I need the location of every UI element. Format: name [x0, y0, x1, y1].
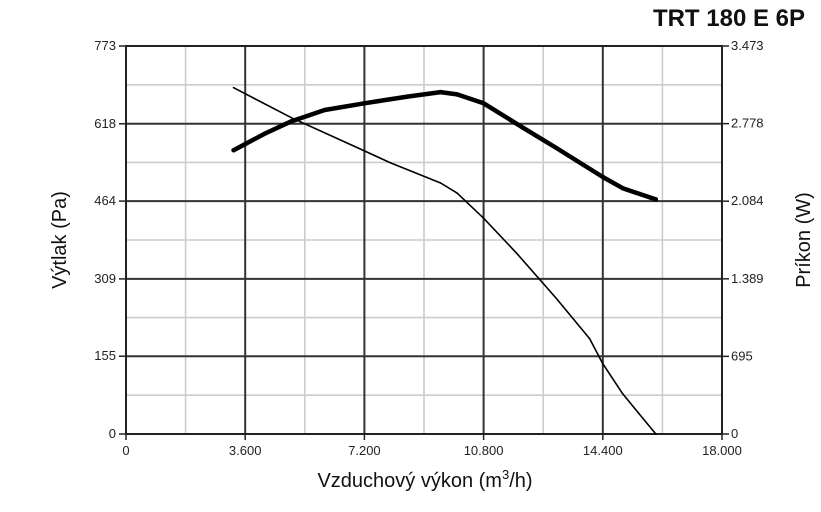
power-curve-point — [621, 186, 625, 190]
pressure-curve-point — [638, 413, 640, 415]
series-layer — [231, 87, 658, 435]
x-tick-label: 18.000 — [702, 443, 742, 458]
power-curve-point — [362, 101, 366, 105]
pressure-curve-point — [357, 147, 359, 149]
power-curve-point — [601, 175, 605, 179]
pressure-curve-point — [440, 182, 442, 184]
pressure-curve-point — [233, 87, 235, 89]
x-axis-label-sup: 3 — [502, 467, 509, 482]
power-curve-point — [455, 92, 459, 96]
x-axis-label: Vzduchový výkon (m3/h) — [317, 467, 532, 492]
power-curve-point — [323, 108, 327, 112]
x-axis-label-prefix: Vzduchový výkon (m — [317, 470, 502, 492]
pressure-curve-point — [589, 338, 591, 340]
y-right-tick-label: 1.389 — [731, 271, 764, 286]
y-left-tick-label: 464 — [94, 193, 116, 208]
power-curve-point — [405, 94, 409, 98]
y-right-tick-label: 2.778 — [731, 116, 764, 131]
power-curve-point — [654, 197, 658, 201]
power-curve-point — [438, 90, 442, 94]
y-axis-right-label: Príkon (W) — [793, 192, 815, 288]
x-tick-label: 10.800 — [464, 443, 504, 458]
pressure-curve-point — [390, 162, 392, 164]
y-axis-left-label: Výtlak (Pa) — [49, 191, 71, 289]
y-left-tick-label: 155 — [94, 348, 116, 363]
x-axis-label-suffix: /h) — [509, 470, 532, 492]
x-tick-label: 0 — [122, 443, 129, 458]
y-right-tick-label: 3.473 — [731, 38, 764, 53]
power-curve-point — [263, 131, 267, 135]
y-left-tick-label: 0 — [109, 426, 116, 441]
power-curve-line — [234, 92, 656, 199]
pressure-curve-line — [234, 88, 656, 434]
y-left-tick-label: 309 — [94, 271, 116, 286]
pressure-curve-point — [516, 253, 518, 255]
power-curve-point — [554, 146, 558, 150]
y-right-tick-label: 695 — [731, 348, 753, 363]
pressure-curve-point — [456, 192, 458, 194]
pressure-curve-point — [655, 433, 657, 435]
pressure-curve-point — [622, 393, 624, 395]
pressure-curve-point — [556, 298, 558, 300]
y-left-tick-label: 773 — [94, 38, 116, 53]
chart-title: TRT 180 E 6P — [653, 5, 805, 32]
pressure-curve-point — [483, 217, 485, 219]
power-curve-point — [521, 126, 525, 130]
y-left-tick-label: 618 — [94, 116, 116, 131]
power-curve-point — [481, 101, 485, 105]
power-curve-point — [231, 148, 235, 152]
y-right-tick-label: 2.084 — [731, 193, 764, 208]
pressure-curve-point — [291, 117, 293, 119]
x-tick-label: 3.600 — [229, 443, 262, 458]
x-tick-label: 14.400 — [583, 443, 623, 458]
y-right-tick-label: 0 — [731, 426, 738, 441]
minor-grid — [126, 46, 722, 434]
pressure-curve-point — [602, 363, 604, 365]
power-curve-point — [289, 119, 293, 123]
x-tick-label: 7.200 — [348, 443, 381, 458]
